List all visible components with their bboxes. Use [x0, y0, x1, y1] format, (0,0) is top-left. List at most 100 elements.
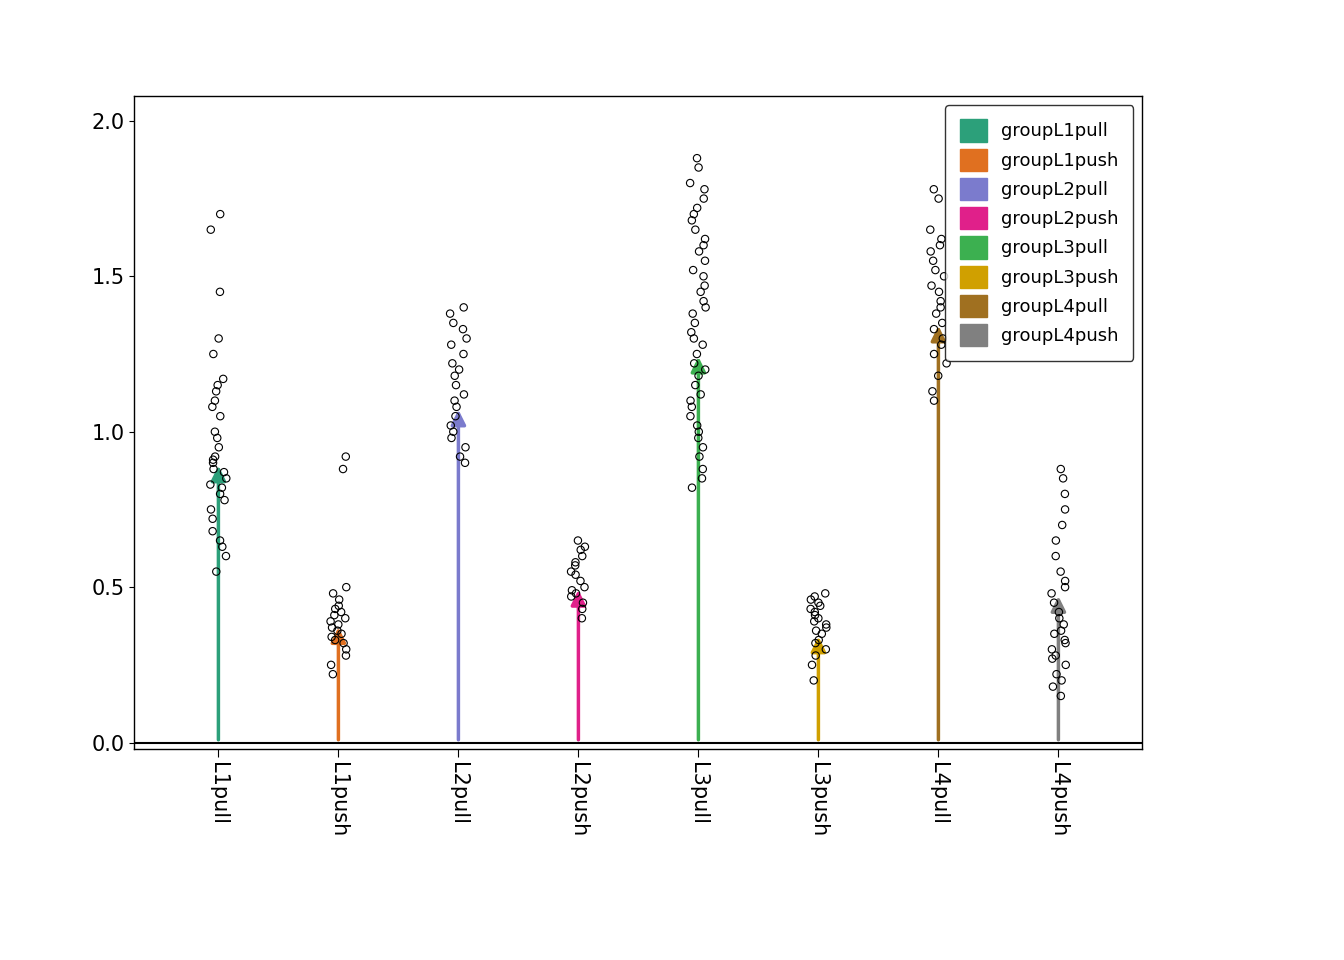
Point	[210, 284, 231, 300]
Point	[1050, 623, 1071, 638]
Point	[328, 616, 349, 632]
Point	[1051, 673, 1073, 688]
Point	[567, 533, 589, 548]
Point	[695, 253, 716, 269]
Point	[336, 641, 358, 657]
Point	[683, 262, 704, 277]
Point	[570, 573, 591, 588]
Point	[208, 440, 230, 455]
Point	[931, 331, 953, 347]
Point	[446, 399, 468, 415]
Point	[328, 592, 349, 608]
Point	[214, 465, 235, 480]
Point	[1052, 616, 1074, 632]
Point	[441, 337, 462, 352]
Point	[805, 636, 827, 651]
Point	[684, 315, 706, 330]
Point	[327, 623, 348, 638]
Point	[804, 613, 825, 629]
Point	[925, 262, 946, 277]
Point	[1042, 679, 1063, 694]
Point	[1050, 564, 1071, 579]
Point	[681, 480, 703, 495]
Point	[1042, 641, 1063, 657]
Point	[689, 387, 711, 402]
Point	[692, 462, 714, 477]
Point	[203, 462, 224, 477]
Point	[814, 641, 836, 657]
Point	[331, 605, 352, 620]
Point	[692, 440, 714, 455]
Point	[923, 347, 945, 362]
Point	[929, 284, 950, 300]
Point	[456, 331, 477, 347]
Point	[681, 306, 703, 322]
Point	[200, 222, 222, 237]
Point	[930, 337, 952, 352]
Point	[335, 611, 356, 626]
Point	[200, 477, 222, 492]
Point	[320, 613, 341, 629]
Point	[571, 611, 593, 626]
Point	[211, 540, 233, 555]
Point	[210, 486, 231, 501]
Point	[453, 347, 474, 362]
Point	[335, 449, 356, 465]
Point	[1055, 636, 1077, 651]
Point	[454, 455, 476, 470]
Point	[571, 601, 593, 616]
Point	[816, 620, 837, 636]
Point	[320, 658, 341, 673]
Point	[439, 306, 461, 322]
Point	[692, 269, 714, 284]
Point	[919, 244, 941, 259]
Point	[566, 586, 587, 601]
Point	[923, 322, 945, 337]
Point	[805, 623, 827, 638]
Point	[931, 315, 953, 330]
Point	[1052, 470, 1074, 486]
Point	[683, 206, 704, 222]
Point	[215, 470, 237, 486]
Point	[922, 384, 943, 399]
Point	[442, 355, 464, 371]
Point	[695, 300, 716, 315]
Point	[805, 648, 827, 663]
Point	[688, 424, 710, 440]
Point	[680, 324, 702, 340]
Point	[927, 191, 949, 206]
Point	[444, 368, 465, 383]
Point	[321, 620, 343, 636]
Point	[923, 393, 945, 408]
Point	[688, 368, 710, 383]
Point	[930, 300, 952, 315]
Point	[814, 586, 836, 601]
Point	[930, 231, 952, 247]
Point	[204, 393, 226, 408]
Point	[564, 567, 586, 583]
Point	[1055, 658, 1077, 673]
Point	[800, 592, 821, 608]
Point	[688, 244, 710, 259]
Point	[1055, 573, 1077, 588]
Point	[687, 418, 708, 433]
Point	[681, 399, 703, 415]
Point	[1054, 502, 1075, 517]
Point	[333, 636, 355, 651]
Point	[332, 462, 353, 477]
Point	[692, 337, 714, 352]
Point	[1043, 595, 1064, 611]
Point	[570, 542, 591, 558]
Point	[689, 284, 711, 300]
Point	[452, 322, 473, 337]
Point	[935, 355, 957, 371]
Point	[324, 608, 345, 623]
Point	[926, 306, 948, 322]
Point	[323, 586, 344, 601]
Point	[444, 393, 465, 408]
Point	[804, 608, 825, 623]
Point	[449, 362, 470, 377]
Point	[808, 633, 829, 648]
Point	[215, 548, 237, 564]
Point	[804, 605, 825, 620]
